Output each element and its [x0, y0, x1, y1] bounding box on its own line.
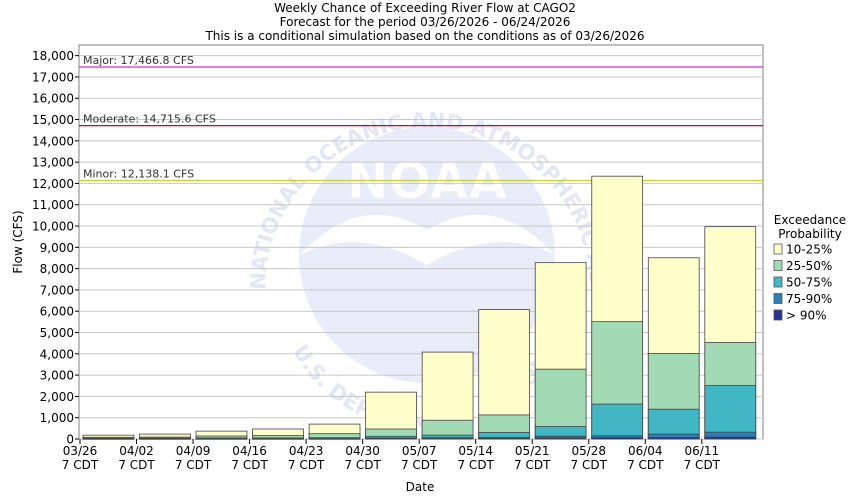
x-tick-label-date: 06/04 — [628, 444, 663, 458]
x-tick-label-tz: 7 CDT — [401, 458, 438, 472]
y-tick-label: 14,000 — [32, 134, 74, 148]
bar-segment-b90 — [647, 437, 700, 440]
legend-swatch — [773, 243, 783, 255]
x-tick-label-tz: 7 CDT — [627, 458, 664, 472]
y-tick-label: 10,000 — [32, 220, 74, 234]
x-axis-label: Date — [406, 480, 435, 494]
bar-segment-b90 — [365, 438, 417, 440]
y-tick-label: 5,000 — [40, 326, 74, 340]
bar-segment-b90 — [704, 436, 757, 440]
threshold-label: Major: 17,466.8 CFS — [83, 54, 194, 67]
y-tick-label: 1,000 — [40, 411, 74, 425]
y-tick-label: 2,000 — [40, 390, 74, 404]
x-tick-label-tz: 7 CDT — [457, 458, 494, 472]
bar-segment-b90 — [139, 438, 191, 440]
x-tick-label-tz: 7 CDT — [514, 458, 551, 472]
legend-label: > 90% — [786, 309, 827, 323]
y-tick-label: 3,000 — [40, 369, 74, 383]
y-tick-label: 12,000 — [32, 177, 74, 191]
chart-subtitle-2: This is a conditional simulation based o… — [204, 29, 644, 43]
legend-label: 75-90% — [786, 292, 832, 306]
y-axis: 0 1,000 2,000 3,000 4,000 5,000 6,000 7,000 8,00… — [32, 49, 79, 447]
bar-segment-b50 — [591, 403, 644, 440]
x-tick-label-date: 05/21 — [515, 444, 550, 458]
bar-segment-b90 — [308, 438, 361, 440]
x-tick-label-tz: 7 CDT — [62, 458, 99, 472]
noaa-logo-gull — [300, 214, 555, 265]
bar-segment-b90 — [195, 438, 248, 440]
legend-swatch — [773, 260, 783, 271]
y-tick-label: 17,000 — [32, 70, 74, 84]
y-tick-label: 11,000 — [32, 198, 74, 212]
y-axis-label: Flow (CFS) — [11, 210, 25, 273]
legend-label: 50-75% — [786, 276, 832, 290]
x-tick-label-date: 04/09 — [176, 444, 211, 458]
x-tick-label-tz: 7 CDT — [231, 458, 268, 472]
bar-segment-b90 — [82, 438, 135, 440]
bar-segment-b50 — [704, 385, 757, 440]
bar-segment-b90 — [421, 437, 474, 440]
x-tick-label-tz: 7 CDT — [571, 458, 608, 472]
legend-label: 10-25% — [786, 243, 832, 257]
x-tick-label-date: 05/07 — [402, 444, 437, 458]
threshold-label: Minor: 12,138.1 CFS — [83, 167, 194, 180]
x-tick-label-date: 04/30 — [345, 444, 380, 458]
x-tick-label-date: 04/16 — [232, 444, 267, 458]
bar-segment-b90 — [534, 437, 587, 440]
y-tick-label: 16,000 — [32, 92, 74, 106]
threshold-label: Moderate: 14,715.6 CFS — [83, 113, 216, 126]
y-tick-label: 18,000 — [32, 49, 74, 63]
x-tick-label-tz: 7 CDT — [175, 458, 212, 472]
y-tick-label: 13,000 — [32, 156, 74, 170]
chart-title: Weekly Chance of Exceeding River Flow at… — [274, 1, 576, 15]
legend-label: 25-50% — [786, 259, 832, 273]
legend-swatch — [773, 309, 783, 321]
bar-segment-b90 — [591, 437, 644, 440]
x-tick-label-tz: 7 CDT — [288, 458, 325, 472]
y-tick-label: 9,000 — [40, 241, 74, 255]
y-tick-label: 8,000 — [40, 262, 74, 276]
y-tick-label: 0 — [66, 433, 74, 447]
bar-segment-b90 — [478, 437, 530, 440]
x-tick-label-tz: 7 CDT — [684, 458, 721, 472]
legend-title-2: Probability — [778, 227, 841, 241]
x-tick-label-date: 03/26 — [63, 444, 98, 458]
x-tick-label-date: 04/23 — [289, 444, 324, 458]
threshold-lines: Major: 17,466.8 CFS Moderate: 14,715.6 CF… — [79, 54, 763, 182]
x-tick-label-tz: 7 CDT — [118, 458, 155, 472]
x-tick-label-date: 04/02 — [119, 444, 154, 458]
y-tick-label: 6,000 — [40, 305, 74, 319]
x-tick-label-date: 05/28 — [571, 444, 606, 458]
x-tick-label-date: 05/14 — [458, 444, 493, 458]
legend: Exceedance Probability 10-25% 25-50% 50-75… — [773, 213, 846, 323]
legend-title-1: Exceedance — [774, 213, 846, 227]
x-tick-label-tz: 7 CDT — [344, 458, 381, 472]
y-tick-label: 7,000 — [40, 283, 74, 297]
x-tick-label-date: 06/11 — [685, 444, 720, 458]
chart-subtitle-1: Forecast for the period 03/26/2026 - 06/… — [280, 15, 571, 29]
bars — [82, 175, 757, 440]
legend-swatch — [773, 276, 783, 288]
y-tick-label: 15,000 — [32, 113, 74, 127]
legend-swatch — [773, 293, 783, 304]
bar-segment-b90 — [252, 438, 304, 440]
y-tick-label: 4,000 — [40, 347, 74, 361]
